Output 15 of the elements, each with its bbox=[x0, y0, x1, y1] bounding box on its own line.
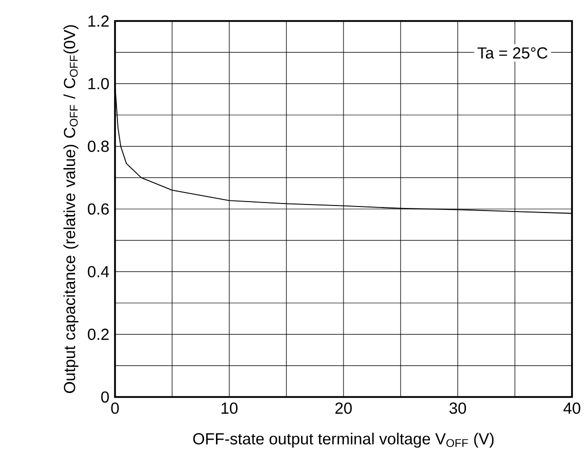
y-tick-label: 1.2 bbox=[88, 15, 109, 27]
x-tick-label: 10 bbox=[222, 402, 238, 414]
x-tick-label: 30 bbox=[449, 402, 466, 414]
y-tick-label: 0.4 bbox=[88, 266, 110, 278]
y-tick-label: 0.8 bbox=[88, 140, 109, 152]
text: 0 bbox=[101, 391, 109, 403]
x-tick-label: 20 bbox=[335, 402, 352, 414]
x-tick-label: 0 bbox=[111, 402, 119, 414]
annotation: Ta = 25°C bbox=[478, 47, 548, 59]
x-tick-label: 40 bbox=[563, 402, 580, 414]
y-tick-label: 1.0 bbox=[88, 78, 109, 90]
x-axis-title: OFF-state output terminal voltage V$_{OFF}$ (V) bbox=[193, 432, 494, 448]
y-axis-title: Output capacitance (relative value) C$_{OFF}$ / C$_{OFF}$(0V) bbox=[63, 25, 78, 393]
y-tick-label: 0.6 bbox=[88, 203, 109, 215]
y-tick-label: 0.2 bbox=[88, 328, 109, 340]
